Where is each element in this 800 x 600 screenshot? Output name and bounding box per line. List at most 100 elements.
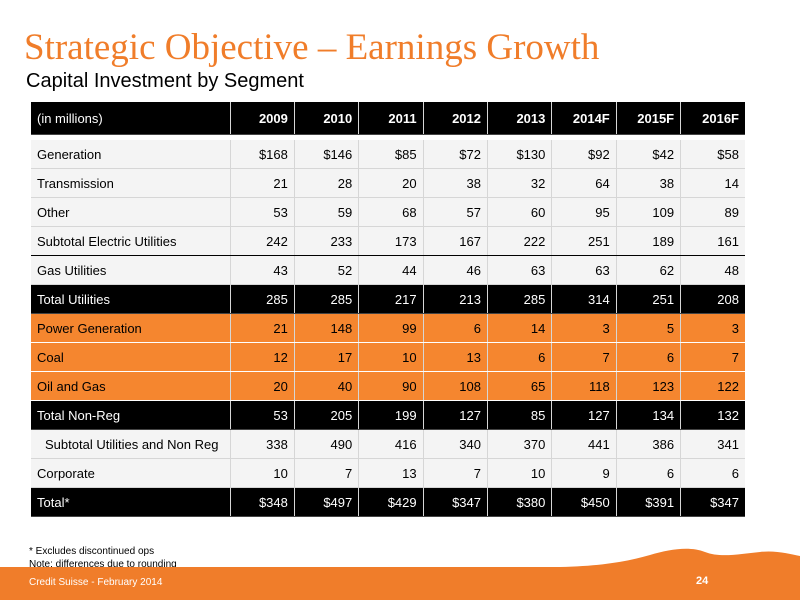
table-cell: 43 [229, 255, 295, 285]
table-cell: $72 [422, 140, 488, 169]
table-row: Corporate 10 7 13 7 10 9 6 6 [31, 458, 745, 488]
table-row: Total* $348 $497 $429 $347 $380 $450 $391 $347 [31, 487, 745, 517]
row-label: Power Generation [31, 313, 230, 343]
table-cell: 12 [229, 342, 295, 372]
row-label: Total Non-Reg [31, 400, 230, 430]
table-cell: 6 [486, 342, 552, 372]
table-cell: $380 [486, 487, 552, 517]
table-cell: 44 [358, 255, 424, 285]
column-header: 2012 [422, 102, 488, 135]
table-cell: 251 [615, 284, 681, 314]
table-cell: 28 [293, 168, 359, 198]
table-cell: 118 [551, 371, 617, 401]
table-cell: 95 [551, 197, 617, 227]
table-cell: 127 [422, 400, 488, 430]
table-cell: 340 [422, 429, 488, 459]
row-label: Coal [31, 342, 230, 372]
table-cell: 338 [229, 429, 295, 459]
table-cell: 167 [422, 226, 488, 256]
row-label: Total Utilities [31, 284, 230, 314]
table-row: Coal 12 17 10 13 6 7 6 7 [31, 342, 745, 372]
column-header: 2011 [358, 102, 424, 135]
row-label: Total* [31, 487, 230, 517]
table-spacer [31, 134, 745, 140]
table-cell: 5 [615, 313, 681, 343]
table-row: Subtotal Utilities and Non Reg 338 490 416 3… [31, 429, 745, 459]
table-cell: 6 [422, 313, 488, 343]
capital-investment-table: (in millions) 2009 2010 2011 2012 2013 2… [31, 102, 745, 517]
table-cell: $130 [486, 140, 552, 169]
table-cell: 14 [680, 168, 745, 198]
page-number: 24 [696, 575, 709, 587]
table-cell: 10 [358, 342, 424, 372]
table-row: Transmission 21 28 20 38 32 64 38 14 [31, 168, 745, 198]
table-cell: 109 [615, 197, 681, 227]
table-cell: $391 [615, 487, 681, 517]
column-header: 2009 [229, 102, 295, 135]
table-cell: $429 [358, 487, 424, 517]
column-header: 2010 [293, 102, 359, 135]
table-cell: 208 [680, 284, 745, 314]
table-cell: $58 [680, 140, 745, 169]
table-cell: 90 [358, 371, 424, 401]
table-cell: 48 [680, 255, 745, 285]
table-header-row: (in millions) 2009 2010 2011 2012 2013 2… [31, 102, 745, 135]
footnote-rounding: Note: differences due to rounding [29, 559, 177, 570]
table-cell: 6 [615, 342, 681, 372]
table-cell: 68 [358, 197, 424, 227]
table-cell: 9 [551, 458, 617, 488]
table-cell: $450 [551, 487, 617, 517]
table-cell: 213 [422, 284, 488, 314]
column-header: 2014F [551, 102, 617, 135]
table-cell: 108 [422, 371, 488, 401]
table-cell: $347 [680, 487, 745, 517]
row-label: Oil and Gas [31, 371, 230, 401]
table-cell: $42 [615, 140, 681, 169]
header-label: (in millions) [31, 102, 230, 135]
table-cell: 40 [293, 371, 359, 401]
table-cell: 13 [358, 458, 424, 488]
table-cell: 7 [422, 458, 488, 488]
page-subtitle: Capital Investment by Segment [26, 70, 304, 92]
table-cell: 65 [486, 371, 552, 401]
page-title: Strategic Objective – Earnings Growth [24, 27, 600, 68]
table-cell: 99 [358, 313, 424, 343]
table-cell: 3 [680, 313, 745, 343]
table-cell: 161 [680, 226, 745, 256]
table-cell: 10 [229, 458, 295, 488]
table-cell: 122 [680, 371, 745, 401]
column-header: 2016F [680, 102, 745, 135]
table-cell: 285 [293, 284, 359, 314]
footer-source: Credit Suisse - February 2014 [29, 577, 163, 588]
footer-wave-graphic [560, 548, 800, 570]
table-cell: 222 [486, 226, 552, 256]
table-cell: 63 [551, 255, 617, 285]
table-cell: 13 [422, 342, 488, 372]
table-cell: 85 [486, 400, 552, 430]
table-cell: 173 [358, 226, 424, 256]
table-row: Other 53 59 68 57 60 95 109 89 [31, 197, 745, 227]
table-cell: 14 [486, 313, 552, 343]
table-cell: 441 [551, 429, 617, 459]
table-cell: 386 [615, 429, 681, 459]
table-cell: 6 [680, 458, 745, 488]
table-cell: 38 [422, 168, 488, 198]
table-cell: 38 [615, 168, 681, 198]
table-cell: 134 [615, 400, 681, 430]
column-header: 2013 [486, 102, 552, 135]
table-cell: 20 [229, 371, 295, 401]
table-row: Oil and Gas 20 40 90 108 65 118 123 122 [31, 371, 745, 401]
table-cell: 205 [293, 400, 359, 430]
table-cell: 7 [680, 342, 745, 372]
row-label: Gas Utilities [31, 255, 230, 285]
table-cell: $92 [551, 140, 617, 169]
table-cell: 20 [358, 168, 424, 198]
table-cell: 242 [229, 226, 295, 256]
table-cell: $85 [358, 140, 424, 169]
table-cell: $146 [293, 140, 359, 169]
table-cell: 123 [615, 371, 681, 401]
table-cell: 314 [551, 284, 617, 314]
table-cell: 21 [229, 168, 295, 198]
table-body: Generation $168 $146 $85 $72 $130 $92 $42 $58 Tra… [31, 140, 745, 517]
table-cell: 285 [486, 284, 552, 314]
